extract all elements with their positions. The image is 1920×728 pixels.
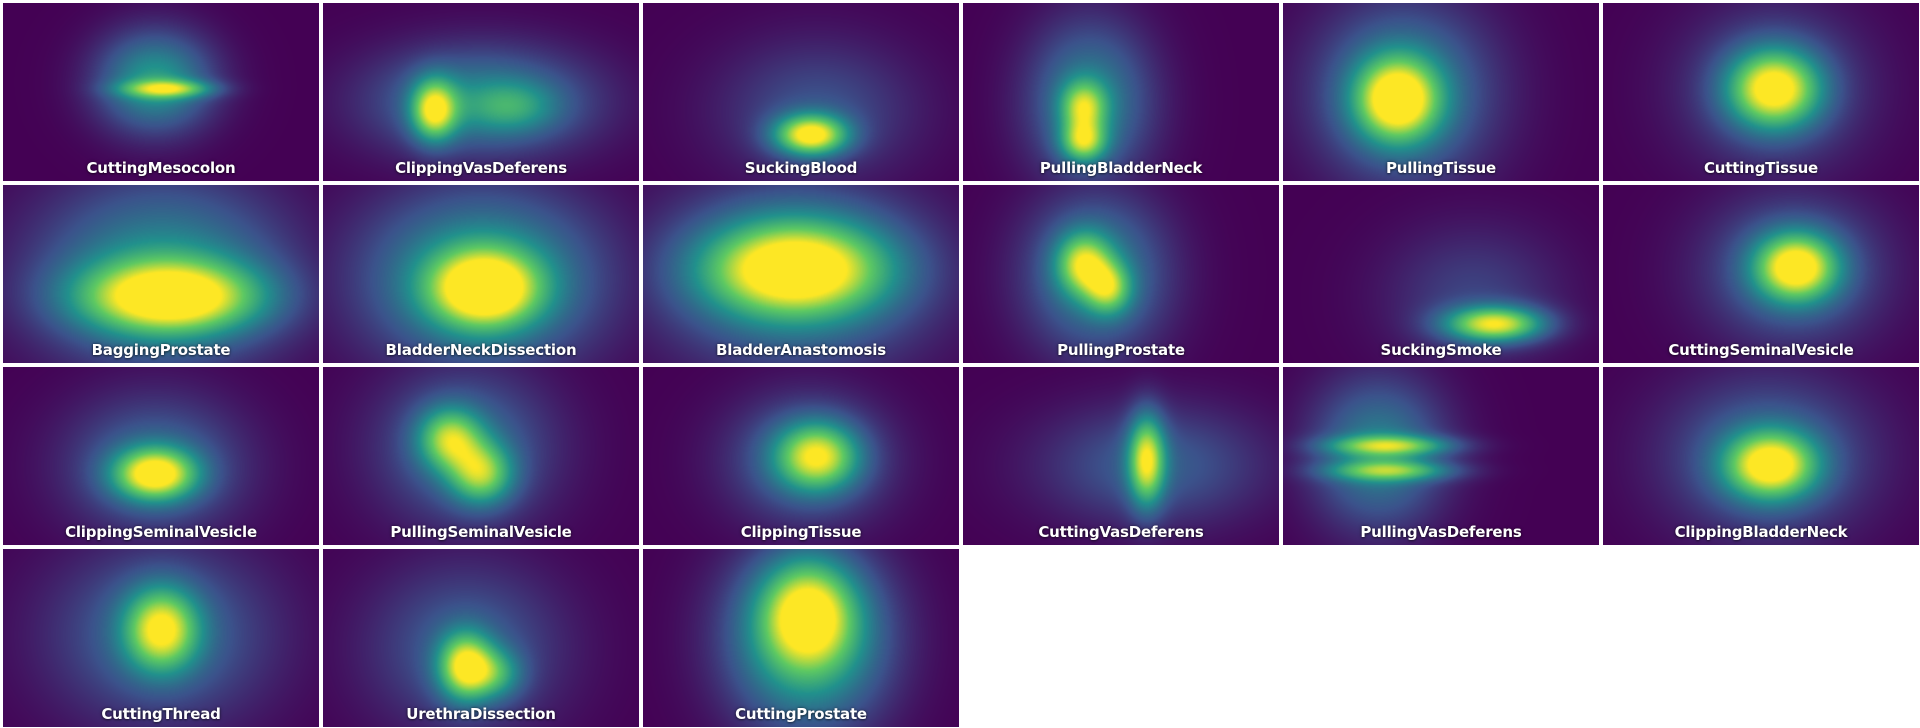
- panel-label: CuttingThread: [101, 705, 221, 723]
- heatmap-image: [963, 3, 1279, 181]
- panel-label: PullingTissue: [1386, 159, 1496, 177]
- panel-label: ClippingVasDeferens: [395, 159, 567, 177]
- panel-label: SuckingBlood: [744, 159, 858, 177]
- heatmap-image: [1283, 185, 1599, 363]
- heatmap-panel: BladderAnastomosis: [643, 185, 959, 363]
- heatmap-panel: SuckingSmoke: [1283, 185, 1599, 363]
- panel-label: CuttingSeminalVesicle: [1668, 341, 1854, 359]
- heatmap-panel: ClippingBladderNeck: [1603, 367, 1919, 545]
- panel-label: ClippingTissue: [740, 523, 862, 541]
- heatmap-panel: BaggingProstate: [3, 185, 319, 363]
- heatmap-panel: CuttingThread: [3, 549, 319, 727]
- heatmap-image: [643, 185, 959, 363]
- heatmap-image: [323, 185, 639, 363]
- heatmap-image: [3, 185, 319, 363]
- panel-label: BladderNeckDissection: [385, 341, 577, 359]
- panel-label: BladderAnastomosis: [716, 341, 886, 359]
- heatmap-image: [963, 367, 1279, 545]
- heatmap-panel: SuckingBlood: [643, 3, 959, 181]
- heatmap-panel: UrethraDissection: [323, 549, 639, 727]
- heatmap-panel: PullingSeminalVesicle: [323, 367, 639, 545]
- heatmap-panel: PullingBladderNeck: [963, 3, 1279, 181]
- heatmap-image: [3, 549, 319, 727]
- heatmap-image: [643, 3, 959, 181]
- heatmap-image: [1603, 3, 1919, 181]
- panel-label: ClippingSeminalVesicle: [65, 523, 257, 541]
- heatmap-panel: CuttingProstate: [643, 549, 959, 727]
- heatmap-grid: CuttingMesocolon ClippingVasDeferens Sucki…: [3, 3, 1919, 727]
- heatmap-image: [643, 367, 959, 545]
- panel-label: CuttingTissue: [1703, 159, 1819, 177]
- heatmap-image: [1283, 3, 1599, 181]
- heatmap-image: [323, 549, 639, 727]
- panel-label: SuckingSmoke: [1380, 341, 1502, 359]
- heatmap-panel: ClippingTissue: [643, 367, 959, 545]
- heatmap-panel: CuttingVasDeferens: [963, 367, 1279, 545]
- heatmap-image: [1283, 367, 1599, 545]
- heatmap-image: [323, 3, 639, 181]
- heatmap-panel: BladderNeckDissection: [323, 185, 639, 363]
- heatmap-image: [323, 367, 639, 545]
- panel-label: CuttingMesocolon: [86, 159, 236, 177]
- heatmap-panel: ClippingSeminalVesicle: [3, 367, 319, 545]
- heatmap-panel: CuttingTissue: [1603, 3, 1919, 181]
- heatmap-image: [963, 185, 1279, 363]
- panel-label: BaggingProstate: [91, 341, 231, 359]
- heatmap-panel: PullingProstate: [963, 185, 1279, 363]
- heatmap-panel: PullingVasDeferens: [1283, 367, 1599, 545]
- panel-label: PullingSeminalVesicle: [390, 523, 572, 541]
- heatmap-image: [3, 3, 319, 181]
- heatmap-panel: CuttingMesocolon: [3, 3, 319, 181]
- heatmap-image: [3, 367, 319, 545]
- panel-label: PullingProstate: [1057, 341, 1185, 359]
- heatmap-image: [643, 549, 959, 727]
- heatmap-panel: CuttingSeminalVesicle: [1603, 185, 1919, 363]
- heatmap-image: [1603, 185, 1919, 363]
- panel-label: CuttingVasDeferens: [1038, 523, 1204, 541]
- panel-label: ClippingBladderNeck: [1674, 523, 1848, 541]
- panel-label: UrethraDissection: [406, 705, 556, 723]
- panel-label: PullingBladderNeck: [1039, 159, 1203, 177]
- panel-label: PullingVasDeferens: [1360, 523, 1522, 541]
- panel-label: CuttingProstate: [735, 705, 867, 723]
- heatmap-panel: ClippingVasDeferens: [323, 3, 639, 181]
- heatmap-panel: PullingTissue: [1283, 3, 1599, 181]
- heatmap-image: [1603, 367, 1919, 545]
